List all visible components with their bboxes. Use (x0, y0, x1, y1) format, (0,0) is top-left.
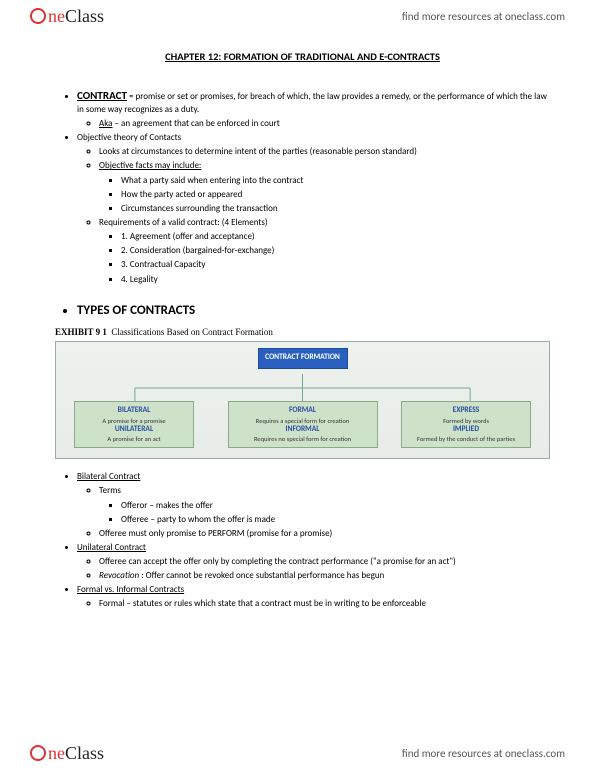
logo-class: Class (65, 743, 104, 764)
node-s: Formed by the conduct of the parties (408, 435, 524, 443)
contract-term: CONTRACT (77, 89, 127, 102)
formal-item: Formal vs. Informal Contracts Formal – s… (77, 584, 550, 610)
contract-def: = promise or set or promises, for breach… (77, 91, 547, 115)
chapter-title: CHAPTER 12: FORMATION OF TRADITIONAL AND… (55, 50, 550, 63)
objective-reqs-label: Requirements of a valid contract: (4 Ele… (99, 217, 268, 228)
types-detail: Bilateral Contract Terms Offeror – makes… (55, 471, 550, 610)
logo-class: Class (65, 6, 104, 27)
formal-text: Formal – statutes or rules which state t… (99, 598, 550, 610)
node-h: BILATERAL (81, 406, 187, 415)
node-h: UNILATERAL (81, 425, 187, 434)
term-item: Offeree – party to whom the offer is mad… (121, 514, 550, 526)
revocation-text: : Offer cannot be revoked once substanti… (141, 570, 384, 581)
unilateral-revocation: Revocation : Offer cannot be revoked onc… (99, 570, 550, 582)
fact-item: Circumstances surrounding the transactio… (121, 203, 550, 215)
objective-facts-label: Objective facts may include: (99, 160, 201, 171)
logo-one: ne (48, 743, 65, 764)
formal-head: Formal vs. Informal Contracts (77, 584, 184, 595)
logo-ring-icon (30, 8, 46, 24)
node-s: A promise for a promise (81, 417, 187, 425)
bilateral-terms: Terms Offeror – makes the offer Offeree … (99, 485, 550, 525)
exhibit-label-t: Classifications Based on Contract Format… (111, 327, 272, 337)
chart-node: FORMAL Requires a special form for creat… (228, 401, 378, 448)
term-item: Offeror – makes the offer (121, 500, 550, 512)
unilateral-item: Unilateral Contract Offeree can accept t… (77, 542, 550, 582)
page-header: ne Class find more resources at oneclass… (0, 0, 595, 33)
chart-root: CONTRACT FORMATION (258, 348, 348, 368)
aka-item: Aka – an agreement that can be enforced … (99, 118, 550, 130)
node-h: IMPLIED (408, 425, 524, 434)
req-item: 4. Legality (121, 274, 550, 286)
chart-node: EXPRESS Formed by words IMPLIED Formed b… (401, 401, 531, 448)
req-item: 3. Contractual Capacity (121, 259, 550, 271)
exhibit-label-b: EXHIBIT 9 1 (55, 327, 107, 337)
terms-label: Terms (99, 485, 121, 496)
fact-item: What a party said when entering into the… (121, 175, 550, 187)
fact-item: How the party acted or appeared (121, 189, 550, 201)
node-h: EXPRESS (408, 406, 524, 415)
req-item: 1. Agreement (offer and acceptance) (121, 231, 550, 243)
exhibit-label: EXHIBIT 9 1 Classifications Based on Con… (55, 327, 550, 337)
chart-root-label: CONTRACT FORMATION (265, 353, 341, 362)
unilateral-head: Unilateral Contract (77, 542, 146, 553)
types-list: TYPES OF CONTRACTS (55, 302, 550, 320)
node-h: FORMAL (235, 406, 371, 415)
req-item: 2. Consideration (bargained-for-exchange… (121, 245, 550, 257)
objective-reqs: Requirements of a valid contract: (4 Ele… (99, 217, 550, 286)
outline-root: CONTRACT = promise or set or promises, f… (55, 89, 550, 286)
bilateral-head: Bilateral Contract (77, 471, 140, 482)
node-s: A promise for an act (81, 435, 187, 443)
node-s: Requires a special form for creation (235, 417, 371, 425)
objective-head: Objective theory of Contacts (77, 132, 181, 143)
revocation-label: Revocation (99, 570, 139, 581)
objective-item: Objective theory of Contacts Looks at ci… (77, 132, 550, 286)
bilateral-item: Bilateral Contract Terms Offeror – makes… (77, 471, 550, 540)
logo-ring-icon (30, 745, 46, 761)
page-footer: ne Class find more resources at oneclass… (0, 737, 595, 770)
unilateral-accept: Offeree can accept the offer only by com… (99, 556, 550, 568)
chart-node: BILATERAL A promise for a promise UNILAT… (74, 401, 194, 448)
node-s: Requires no special form for creation (235, 435, 371, 443)
types-head: TYPES OF CONTRACTS (77, 302, 550, 320)
footer-tagline: find more resources at oneclass.com (402, 747, 565, 760)
node-s: Formed by words (408, 417, 524, 425)
header-tagline: find more resources at oneclass.com (402, 10, 565, 23)
logo-one: ne (48, 6, 65, 27)
node-h: INFORMAL (235, 425, 371, 434)
org-chart: CONTRACT FORMATION BILATERAL A promise f… (55, 341, 550, 459)
objective-looks: Looks at circumstances to determine inte… (99, 146, 550, 158)
contract-item: CONTRACT = promise or set or promises, f… (77, 89, 550, 130)
exhibit: EXHIBIT 9 1 Classifications Based on Con… (55, 327, 550, 459)
aka-text: – an agreement that can be enforced in c… (115, 118, 280, 129)
logo: ne Class (30, 6, 104, 27)
aka-label: Aka (99, 118, 112, 129)
logo: ne Class (30, 743, 104, 764)
page-content: CHAPTER 12: FORMATION OF TRADITIONAL AND… (55, 50, 550, 730)
bilateral-perform: Offeree must only promise to PERFORM (pr… (99, 528, 550, 540)
objective-facts: Objective facts may include: What a part… (99, 160, 550, 215)
